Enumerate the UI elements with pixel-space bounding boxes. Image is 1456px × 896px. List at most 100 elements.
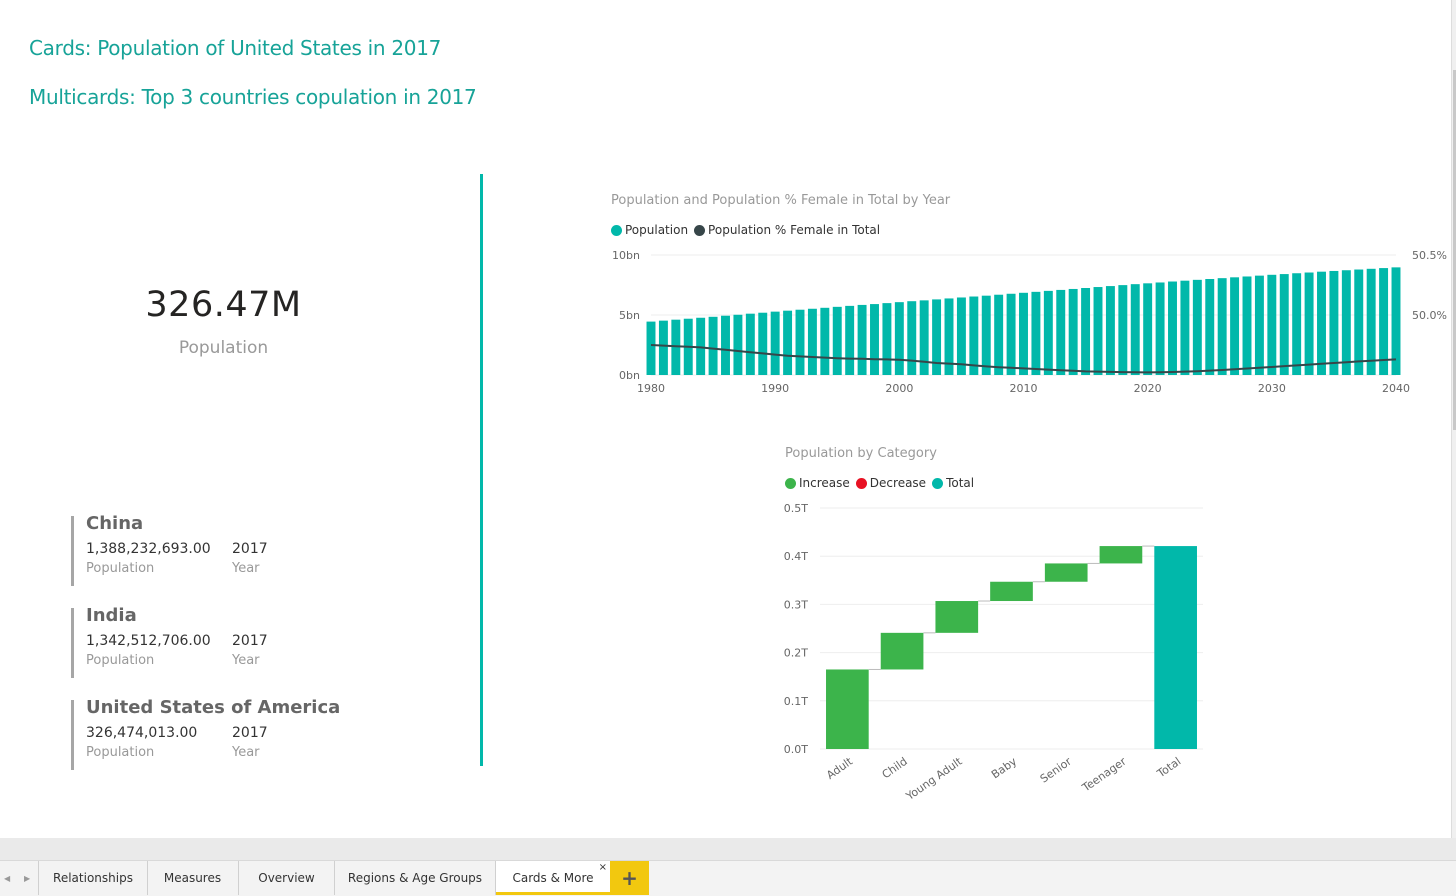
legend-dot-population xyxy=(611,224,622,236)
combo-bar xyxy=(658,320,668,375)
tab-overview[interactable]: Overview xyxy=(239,861,335,895)
waterfall-chart-legend[interactable]: Increase Decrease Total xyxy=(785,476,980,490)
legend-dot-increase xyxy=(785,477,796,489)
legend-item-increase[interactable]: Increase xyxy=(785,476,850,490)
combo-bar xyxy=(969,296,979,375)
combo-bar xyxy=(696,317,706,375)
combo-bar xyxy=(1292,273,1302,375)
waterfall-y-tick: 0.5T xyxy=(784,502,808,515)
tab-cards-more[interactable]: Cards & More × xyxy=(496,861,611,895)
page-tab-strip xyxy=(0,860,1456,896)
legend-item-female-pct[interactable]: Population % Female in Total xyxy=(694,223,880,237)
tab-scroll-left-icon[interactable]: ◀ xyxy=(4,874,11,883)
legend-label-total: Total xyxy=(946,476,975,490)
waterfall-y-tick: 0.3T xyxy=(784,598,808,611)
combo-bar xyxy=(783,310,793,375)
combo-bar xyxy=(745,313,755,375)
scrollbar-thumb[interactable] xyxy=(1453,70,1456,430)
combo-bar xyxy=(807,308,817,375)
close-tab-icon[interactable]: × xyxy=(598,862,607,873)
combo-bar xyxy=(894,302,904,375)
waterfall-bar xyxy=(1044,563,1088,582)
multicard-year: 2017 xyxy=(232,633,268,649)
combo-bar xyxy=(1019,292,1028,375)
combo-y-tick-right: 50.0% xyxy=(1412,309,1447,322)
divider-line xyxy=(480,174,483,766)
waterfall-chart-title: Population by Category xyxy=(785,446,937,461)
legend-label-female-pct: Population % Female in Total xyxy=(708,223,881,237)
combo-bar xyxy=(671,319,681,375)
legend-dot-decrease xyxy=(855,477,867,489)
combo-x-tick: 2030 xyxy=(1258,382,1286,395)
combo-bar xyxy=(1068,288,1078,375)
multicard-item-india[interactable]: India 1,342,512,706.00 2017 Population Y… xyxy=(71,605,404,678)
combo-bar xyxy=(1230,277,1240,375)
legend-item-decrease[interactable]: Decrease xyxy=(855,476,926,490)
multicard-name: China xyxy=(86,513,144,534)
waterfall-x-tick: Baby xyxy=(989,755,1020,782)
combo-bar xyxy=(1143,283,1153,375)
multicard-year: 2017 xyxy=(232,725,268,741)
legend-label-population: Population xyxy=(625,223,689,237)
vertical-scrollbar[interactable] xyxy=(1451,0,1456,838)
multicards-title: Multicards: Top 3 countries copulation i… xyxy=(29,85,477,109)
combo-chart-legend[interactable]: Population Population % Female in Total xyxy=(611,223,886,237)
combo-bar xyxy=(758,312,768,375)
multicard-population: 1,388,232,693.00 xyxy=(86,541,211,557)
combo-x-tick: 2040 xyxy=(1382,382,1410,395)
multicard-population-label: Population xyxy=(86,561,155,576)
combo-bar xyxy=(1279,274,1289,375)
combo-bar xyxy=(1254,275,1264,375)
legend-item-population[interactable]: Population xyxy=(611,223,688,237)
combo-bar xyxy=(932,299,942,375)
combo-x-tick: 2000 xyxy=(885,382,913,395)
multicard-population: 1,342,512,706.00 xyxy=(86,633,211,649)
combo-y-tick-right: 50.5% xyxy=(1412,249,1447,262)
combo-bar xyxy=(733,314,743,375)
report-canvas: Cards: Population of United States in 20… xyxy=(29,36,1447,808)
multicard-population-label: Population xyxy=(86,745,155,760)
tab-relationships[interactable]: Relationships xyxy=(38,861,148,895)
tab-scroll-right-icon[interactable]: ▶ xyxy=(24,874,31,883)
combo-bar xyxy=(1155,282,1165,375)
waterfall-chart[interactable]: 0.5T 0.4T 0.3T 0.2T 0.1T 0.0T Adult ChildYoung … xyxy=(780,498,1210,808)
add-page-button[interactable]: + xyxy=(610,861,649,895)
combo-line-female-pct xyxy=(650,344,1397,374)
combo-bar xyxy=(994,294,1004,375)
combo-bar xyxy=(1379,268,1389,375)
combo-bar xyxy=(956,297,966,375)
multicard-item-usa[interactable]: United States of America 326,474,013.00 … xyxy=(71,697,404,770)
waterfall-x-tick: Child xyxy=(880,755,910,782)
combo-bar xyxy=(1043,290,1053,375)
combo-bar xyxy=(646,321,656,375)
combo-chart[interactable]: 10bn 5bn 0bn 50.5% 50.0% 1980 1990 2000 2010 2020… xyxy=(606,245,1447,405)
combo-bar xyxy=(1093,287,1103,375)
tab-regions-age-groups[interactable]: Regions & Age Groups xyxy=(335,861,496,895)
legend-dot-female-pct xyxy=(694,224,706,236)
combo-x-tick: 1980 xyxy=(637,382,665,395)
combo-bar xyxy=(845,305,855,375)
waterfall-bar xyxy=(826,669,869,749)
waterfall-y-tick: 0.1T xyxy=(784,695,808,708)
combo-bar xyxy=(1031,291,1041,375)
card-label: Population xyxy=(178,338,269,358)
waterfall-bar xyxy=(990,581,1033,602)
combo-bar xyxy=(1329,270,1339,375)
combo-bar xyxy=(1304,272,1314,375)
combo-bar xyxy=(1366,268,1376,375)
legend-item-total[interactable]: Total xyxy=(932,476,974,490)
multicard-year-label: Year xyxy=(232,561,260,576)
card-value[interactable]: 326.47M xyxy=(145,285,302,325)
waterfall-x-tick: Young Adult xyxy=(903,754,965,803)
tab-measures[interactable]: Measures xyxy=(147,861,239,895)
tab-cards-more-label: Cards & More xyxy=(512,871,594,885)
combo-bar xyxy=(1217,278,1227,375)
waterfall-x-tick: Total xyxy=(1154,755,1183,781)
combo-bar xyxy=(1006,293,1016,375)
multicard-year: 2017 xyxy=(232,541,268,557)
multicard-item-china[interactable]: China 1,388,232,693.00 2017 Population Y… xyxy=(71,513,404,586)
combo-x-tick: 1990 xyxy=(761,382,789,395)
combo-bar xyxy=(857,304,867,375)
waterfall-bar xyxy=(935,601,979,633)
combo-y-tick-left: 0bn xyxy=(619,369,640,382)
